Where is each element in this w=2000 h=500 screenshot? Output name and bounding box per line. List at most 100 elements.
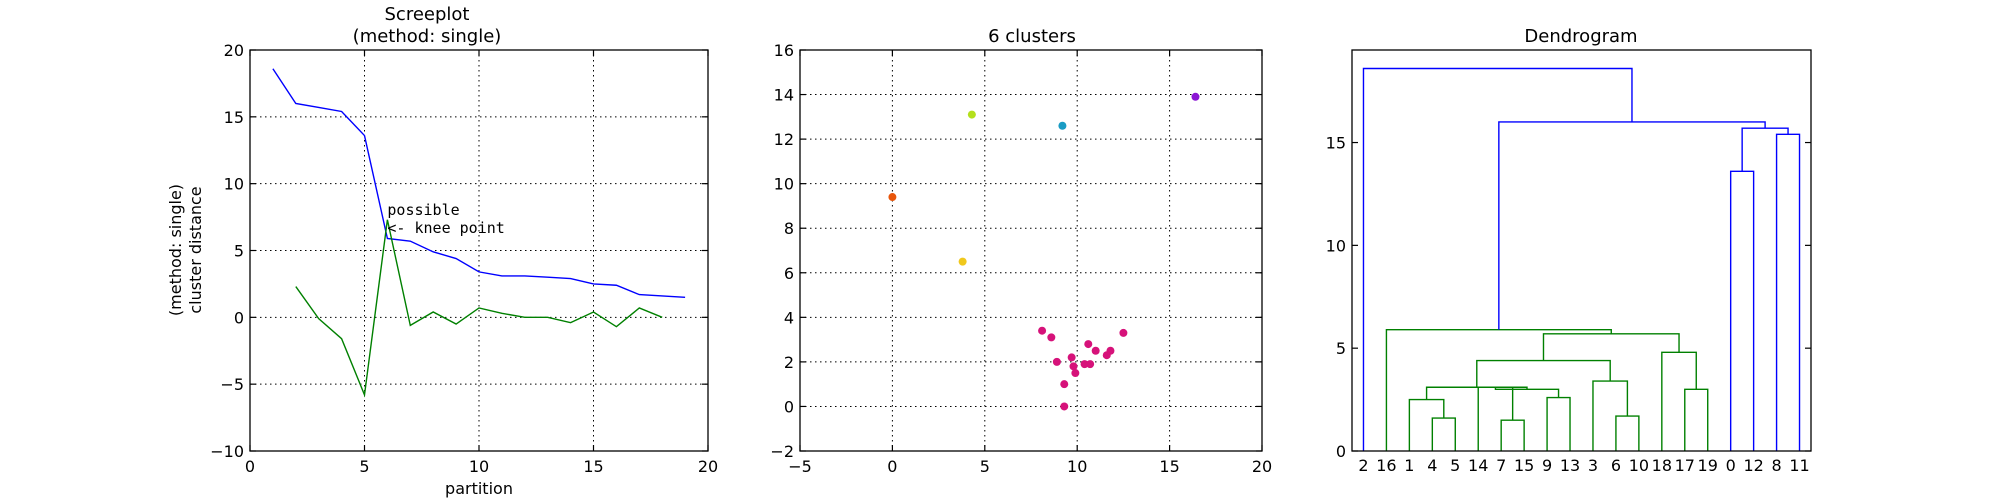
dendrogram-link-0 <box>1431 417 1456 451</box>
scatter-x-tick-label-4: 15 <box>1159 457 1179 476</box>
dendrogram-plot-frame <box>1351 49 1812 452</box>
dendrogram-links <box>1362 67 1801 451</box>
screeplot-y-tick-label-2: 0 <box>234 308 244 327</box>
dendrogram-link-1 <box>1408 398 1445 451</box>
dendrogram-y-tick-label-1: 5 <box>1336 339 1346 358</box>
scatter-point-15 <box>1086 360 1095 369</box>
scatter-axes: −5 0 5 10 15 20 −2 0 2 4 6 8 10 12 14 16 <box>770 41 1272 476</box>
scatter-point-5 <box>1119 328 1128 337</box>
screeplot-y-tick-label-5: 15 <box>224 108 244 127</box>
screeplot-x-tick-label-3: 15 <box>583 457 603 476</box>
dendrogram-link-13 <box>1385 328 1612 451</box>
scatter-plot-frame <box>799 49 1263 452</box>
scatter-title: 6 clusters <box>988 26 1076 47</box>
dendrogram-leaf-label-14: 17 <box>1675 456 1695 475</box>
scatter-x-tick-label-1: 0 <box>887 457 897 476</box>
dendrogram-link-4 <box>1546 396 1571 451</box>
scatter-x-tick-label-5: 20 <box>1252 457 1272 476</box>
dendrogram-link-2 <box>1500 419 1525 451</box>
scatter-y-tick-label-3: 4 <box>784 308 794 327</box>
screeplot-x-axis-label: partition <box>445 479 513 498</box>
scatter-points <box>888 92 1200 411</box>
dendrogram-link-10 <box>1684 388 1709 451</box>
scatter-point-14 <box>1080 360 1089 369</box>
dendrogram-leaf-label-5: 14 <box>1468 456 1488 475</box>
dendrogram-leaf-label-18: 8 <box>1771 456 1781 475</box>
dendrogram-link-18 <box>1362 67 1633 451</box>
dendrogram-leaf-label-15: 19 <box>1698 456 1718 475</box>
scatter-x-tick-label-0: −5 <box>788 457 812 476</box>
screeplot-x-tick-label-2: 10 <box>469 457 489 476</box>
dendrogram-leaf-label-6: 7 <box>1496 456 1506 475</box>
dendrogram-title: Dendrogram <box>1524 26 1637 47</box>
screeplot-axes: 0 5 10 15 20 −10 −5 0 5 10 15 20 <box>210 41 718 476</box>
scatter-y-tick-label-8: 14 <box>774 86 794 105</box>
scatter-y-tick-label-2: 2 <box>784 353 794 372</box>
dendrogram-leaf-label-4: 5 <box>1450 456 1460 475</box>
dendrogram-leaf-label-7: 15 <box>1514 456 1534 475</box>
clusters-scatter-panel: 6 clusters −5 0 5 10 15 20 −2 0 2 4 6 8 10 12 14 16 <box>770 26 1272 476</box>
scatter-point-1 <box>967 110 976 119</box>
dendrogram-leaf-label-13: 18 <box>1652 456 1672 475</box>
scatter-y-tick-label-1: 0 <box>784 397 794 416</box>
dendrogram-leaf-label-1: 16 <box>1376 456 1396 475</box>
scatter-point-19 <box>1060 402 1069 411</box>
scatter-y-tick-label-5: 8 <box>784 219 794 238</box>
scatter-point-17 <box>1071 369 1080 378</box>
scatter-point-18 <box>1060 380 1069 389</box>
screeplot-annotation: possible <- knee point <box>387 201 504 237</box>
screeplot-x-tick-label-0: 0 <box>245 457 255 476</box>
screeplot-x-tick-label-1: 5 <box>359 457 369 476</box>
screeplot-y-axis-label-line-1: (method: single) <box>166 184 185 316</box>
scatter-y-tick-label-6: 10 <box>774 175 794 194</box>
screeplot-panel: Screeplot (method: single) partition (me… <box>166 4 718 498</box>
screeplot-series <box>272 68 686 398</box>
dendrogram-leaf-label-3: 4 <box>1427 456 1437 475</box>
dendrogram-y-tick-label-3: 15 <box>1326 134 1346 153</box>
screeplot-y-tick-label-6: 20 <box>224 41 244 60</box>
dendrogram-link-11 <box>1661 351 1697 451</box>
dendrogram-y-tick-label-2: 10 <box>1326 236 1346 255</box>
screeplot-series-0-line <box>272 68 686 298</box>
dendrogram-leaf-label-0: 2 <box>1358 456 1368 475</box>
scatter-x-tick-label-2: 5 <box>980 457 990 476</box>
dendrogram-link-15 <box>1775 133 1801 451</box>
dendrogram-leaf-label-11: 6 <box>1611 456 1621 475</box>
scatter-point-12 <box>1067 353 1076 362</box>
scatter-point-16 <box>1069 362 1078 371</box>
scatter-y-tick-label-4: 6 <box>784 264 794 283</box>
screeplot-title-line-2: (method: single) <box>353 26 502 47</box>
scatter-point-13 <box>1052 357 1061 366</box>
knee-annotation-line-2: <- knee point <box>387 219 504 237</box>
dendrogram-leaf-label-9: 13 <box>1560 456 1580 475</box>
dendrogram-y-tick-label-0: 0 <box>1336 442 1346 461</box>
scatter-point-7 <box>1047 333 1056 342</box>
dendrogram-link-9 <box>1476 359 1611 388</box>
scatter-point-9 <box>1091 346 1100 355</box>
dendrogram-leaf-label-19: 11 <box>1789 456 1809 475</box>
scatter-y-tick-label-7: 12 <box>774 130 794 149</box>
dendrogram-leaf-label-17: 12 <box>1743 456 1763 475</box>
dendrogram-leaf-label-16: 0 <box>1726 456 1736 475</box>
screeplot-y-tick-label-4: 10 <box>224 175 244 194</box>
scatter-y-tick-label-9: 16 <box>774 41 794 60</box>
screeplot-y-tick-label-0: −10 <box>210 442 244 461</box>
screeplot-y-tick-label-3: 5 <box>234 242 244 261</box>
scatter-x-tick-label-3: 10 <box>1067 457 1087 476</box>
screeplot-title-line-1: Screeplot <box>385 4 470 25</box>
dendrogram-leaf-label-8: 9 <box>1542 456 1552 475</box>
scatter-point-6 <box>1038 326 1047 335</box>
screeplot-series-1-line <box>295 219 663 398</box>
screeplot-grid <box>250 50 708 451</box>
dendrogram-leaf-label-12: 10 <box>1629 456 1649 475</box>
scatter-y-tick-label-0: −2 <box>770 442 794 461</box>
dendrogram-leaf-label-10: 3 <box>1588 456 1598 475</box>
dendrogram-link-12 <box>1542 333 1680 361</box>
screeplot-y-tick-label-1: −5 <box>220 375 244 394</box>
scatter-point-2 <box>1058 121 1067 130</box>
scatter-point-4 <box>958 257 967 266</box>
screeplot-x-tick-label-4: 20 <box>698 457 718 476</box>
